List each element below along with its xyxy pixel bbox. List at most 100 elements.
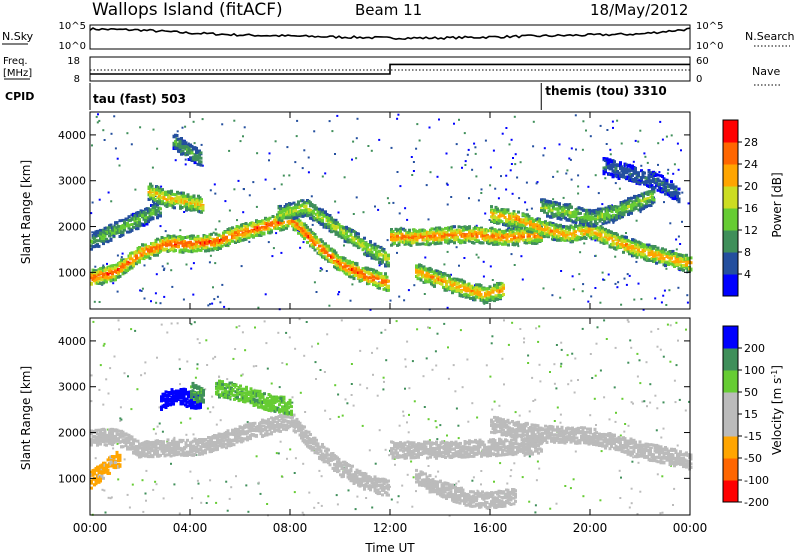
- scatter-pixel: [614, 255, 617, 258]
- scatter-pixel: [102, 264, 105, 267]
- data-pixel-1: [102, 242, 105, 246]
- data-pixel-2: [195, 199, 199, 203]
- scatter-pixel: [152, 128, 155, 131]
- data-pixel-0: [301, 229, 305, 233]
- data-pixel-0: [201, 238, 204, 242]
- data-pixel-5: [447, 228, 450, 232]
- data-pixel-0: [253, 223, 257, 227]
- data-pixel-1: [154, 212, 158, 216]
- scatter-pixel: [607, 273, 610, 276]
- scatter-pixel: [646, 161, 649, 164]
- nsky-label: N.Sky: [2, 30, 34, 43]
- scatter-pixel: [343, 176, 346, 179]
- scatter-pixel: [687, 202, 690, 205]
- scatter-pixel: [161, 265, 164, 268]
- data-pixel-2: [164, 201, 167, 205]
- scatter-pixel: [116, 254, 119, 257]
- data-pixel-0: [303, 234, 306, 238]
- data-pixel-2: [180, 206, 184, 209]
- scatter-pixel: [578, 273, 581, 276]
- nsearch-label: N.Search: [745, 30, 795, 43]
- scatter-pixel: [517, 245, 520, 248]
- data-pixel-3: [175, 147, 179, 151]
- data-pixel-4: [279, 204, 282, 208]
- data-pixel-5: [400, 232, 404, 236]
- data-pixel-4: [297, 204, 300, 208]
- data-pixel-0: [337, 256, 341, 259]
- data-pixel-4: [304, 205, 308, 209]
- data-pixel-5: [453, 225, 456, 229]
- scatter-pixel: [343, 244, 345, 247]
- data-pixel-7: [490, 205, 493, 209]
- data-pixel-0: [138, 246, 141, 250]
- scatter-pixel: [587, 185, 590, 188]
- scatter-pixel: [184, 163, 187, 166]
- data-pixel-8: [601, 207, 605, 211]
- data-pixel-0: [309, 228, 312, 232]
- data-pixel-5: [540, 239, 543, 242]
- data-pixel-1: [105, 237, 108, 241]
- data-pixel-2: [150, 184, 154, 188]
- data-pixel-4: [352, 236, 356, 240]
- scatter-pixel: [612, 221, 615, 224]
- data-pixel-2: [149, 182, 152, 186]
- scatter-pixel: [378, 138, 381, 141]
- scatter-pixel: [209, 189, 212, 192]
- scatter-pixel: [268, 152, 271, 155]
- data-pixel-0: [96, 277, 99, 281]
- data-pixel-0: [163, 236, 167, 240]
- scatter-pixel: [620, 303, 623, 306]
- data-pixel-5: [450, 227, 453, 231]
- data-pixel-0: [196, 234, 200, 238]
- scatter-pixel: [182, 298, 185, 301]
- scatter-pixel: [121, 252, 124, 255]
- scatter-pixel: [355, 157, 358, 160]
- scatter-pixel: [378, 264, 381, 267]
- scatter-pixel: [614, 282, 617, 285]
- scatter-pixel: [298, 230, 301, 233]
- data-pixel-6: [416, 277, 420, 281]
- scatter-pixel: [256, 152, 259, 155]
- scatter-pixel: [463, 257, 466, 259]
- scatter-pixel: [679, 243, 682, 245]
- scatter-pixel: [396, 117, 399, 120]
- data-pixel-2: [177, 197, 181, 201]
- data-pixel-0: [228, 242, 231, 245]
- scatter-pixel: [659, 120, 662, 123]
- data-pixel-7: [517, 210, 520, 214]
- scatter-pixel: [185, 263, 188, 266]
- scatter-pixel: [677, 168, 680, 171]
- data-pixel-5: [408, 231, 411, 234]
- scatter-pixel: [514, 163, 517, 166]
- scatter-pixel: [514, 153, 517, 156]
- data-pixel-5: [480, 226, 483, 230]
- data-pixel-0: [294, 228, 297, 232]
- data-pixel-0: [267, 219, 270, 223]
- data-pixel-0: [207, 238, 210, 242]
- data-pixel-7: [625, 235, 628, 239]
- scatter-pixel: [668, 289, 671, 292]
- scatter-pixel: [508, 143, 511, 146]
- data-pixel-8: [594, 214, 597, 218]
- data-pixel-4: [330, 230, 333, 234]
- freq-line: [90, 63, 690, 75]
- data-pixel-5: [490, 226, 494, 230]
- cpid-segment-tau: tau (fast) 503: [93, 92, 186, 106]
- data-pixel-1: [123, 228, 126, 232]
- data-pixel-0: [144, 243, 147, 247]
- data-pixel-6: [425, 274, 429, 278]
- scatter-pixel: [116, 290, 119, 293]
- data-pixel-5: [430, 236, 434, 240]
- data-pixel-5: [507, 243, 510, 247]
- data-pixel-2: [192, 195, 196, 199]
- data-pixel-1: [123, 220, 126, 224]
- data-pixel-7: [622, 250, 625, 254]
- scatter-pixel: [616, 119, 619, 122]
- scatter-pixel: [98, 198, 101, 201]
- data-pixel-2: [158, 200, 161, 204]
- data-pixel-0: [231, 239, 234, 243]
- data-pixel-4: [378, 257, 381, 261]
- scatter-pixel: [574, 114, 577, 117]
- data-pixel-4: [387, 261, 390, 265]
- data-pixel-5: [390, 233, 393, 237]
